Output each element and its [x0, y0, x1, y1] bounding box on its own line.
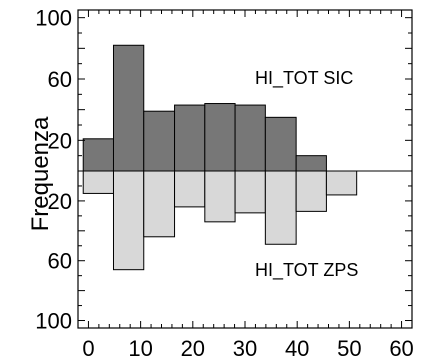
series-label-bottom: HI_TOT ZPS — [255, 260, 358, 281]
x-tick-label-50: 50 — [337, 336, 361, 358]
bar-bottom-4 — [204, 170, 236, 223]
bar-top-1 — [112, 44, 145, 172]
y-tick-label-top-100: 100 — [35, 6, 72, 31]
x-tick-label-0: 0 — [82, 336, 94, 358]
bar-bottom-2 — [143, 170, 176, 238]
bar-bottom-8 — [325, 170, 358, 196]
bar-bottom-5 — [234, 170, 266, 214]
bar-top-2 — [143, 110, 176, 172]
tick-labels-group: 0 10 20 30 40 50 60 20 20 60 60 100 100 — [35, 6, 414, 358]
series-label-top: HI_TOT SIC — [255, 68, 353, 89]
x-tick-label-60: 60 — [389, 336, 413, 358]
x-tick-label-20: 20 — [181, 336, 205, 358]
y-axis-label: Frequenza — [27, 116, 54, 231]
bar-top-3 — [174, 104, 206, 172]
bottom-bars-group — [82, 170, 358, 271]
bar-bottom-6 — [264, 170, 297, 245]
top-bars-group — [82, 44, 327, 172]
bar-top-7 — [295, 155, 327, 172]
y-tick-label-bottom-60: 60 — [48, 249, 72, 274]
x-tick-label-30: 30 — [233, 336, 257, 358]
bar-bottom-7 — [295, 170, 327, 212]
bar-bottom-3 — [174, 170, 206, 208]
bar-top-0 — [82, 138, 114, 172]
x-tick-label-10: 10 — [128, 336, 152, 358]
axis-ticks-group — [78, 10, 412, 328]
x-tick-label-40: 40 — [285, 336, 309, 358]
bar-top-4 — [204, 103, 236, 172]
bar-top-6 — [264, 116, 297, 172]
y-tick-label-top-60: 60 — [48, 67, 72, 92]
y-tick-label-top-20: 20 — [48, 128, 72, 153]
bar-top-5 — [234, 104, 266, 172]
bar-bottom-0 — [82, 170, 114, 194]
y-tick-label-bottom-20: 20 — [48, 189, 72, 214]
bar-bottom-1 — [112, 170, 145, 271]
y-tick-label-bottom-100: 100 — [35, 309, 72, 334]
